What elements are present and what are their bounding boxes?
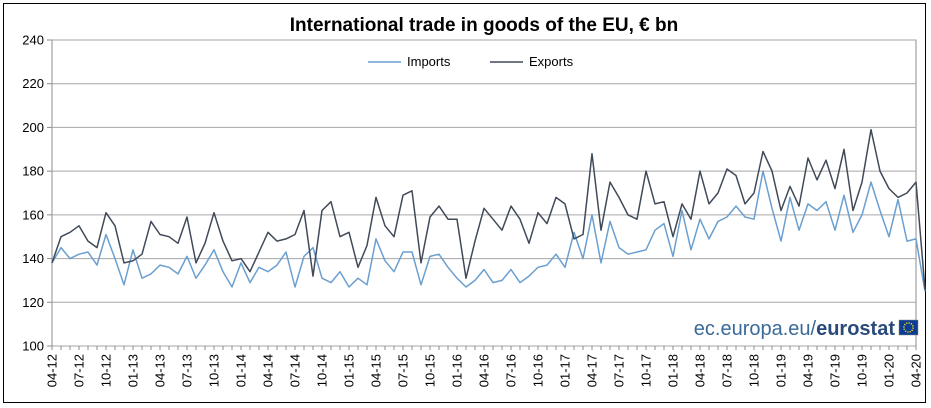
y-tick-label: 120 (22, 295, 44, 310)
y-tick-label: 180 (22, 164, 44, 179)
x-tick-label: 04-13 (153, 354, 168, 387)
x-tick-label: 04-20 (909, 354, 924, 387)
x-tick-label: 10-17 (639, 354, 654, 387)
legend-imports-label: Imports (407, 54, 451, 69)
x-tick-label: 04-14 (261, 354, 276, 387)
y-tick-label: 220 (22, 76, 44, 91)
x-tick-label: 01-20 (882, 354, 897, 387)
x-axis: 04-12 07-12 10-12 01-13 04-13 07-13 10-13 01-14… (45, 346, 924, 387)
plot-area (51, 39, 917, 347)
chart-frame (3, 3, 926, 403)
x-tick-label: 04-18 (693, 354, 708, 387)
y-tick-label: 160 (22, 207, 44, 222)
svg-text:ec.europa.eu/eurostat: ec.europa.eu/eurostat (694, 318, 896, 340)
x-tick-label: 10-19 (855, 354, 870, 387)
y-axis: 100 120 140 160 180 200 220 240 (22, 33, 52, 354)
source-url: ec.europa.eu/ (694, 318, 817, 340)
x-tick-label: 01-16 (450, 354, 465, 387)
y-tick-label: 100 (22, 339, 44, 354)
x-tick-label: 07-18 (720, 354, 735, 387)
y-tick-label: 140 (22, 251, 44, 266)
x-tick-label: 01-14 (234, 354, 249, 387)
legend-exports-label: Exports (529, 54, 574, 69)
x-tick-label: 01-17 (558, 354, 573, 387)
eu-flag-icon (898, 319, 919, 336)
series-line-exports (51, 128, 926, 290)
branding-background (670, 314, 898, 340)
x-tick-label: 01-18 (666, 354, 681, 387)
x-tick-label: 01-15 (342, 354, 357, 387)
x-tick-label: 07-14 (288, 354, 303, 387)
x-tick-label: 10-12 (99, 354, 114, 387)
series-line-imports (51, 170, 926, 292)
x-tick-label: 10-16 (531, 354, 546, 387)
x-tick-label: 07-13 (180, 354, 195, 387)
x-tick-label: 07-19 (828, 354, 843, 387)
eurostat-branding: ec.europa.eu/eurostat (670, 314, 919, 340)
x-tick-label: 07-15 (396, 354, 411, 387)
x-tick-label: 04-12 (45, 354, 60, 387)
x-tick-label: 10-13 (207, 354, 222, 387)
x-tick-label: 04-17 (585, 354, 600, 387)
chart-title: International trade in goods of the EU, … (290, 15, 678, 36)
x-tick-label: 01-13 (126, 354, 141, 387)
x-tick-label: 07-16 (504, 354, 519, 387)
x-tick-label: 10-18 (747, 354, 762, 387)
x-tick-label: 07-12 (72, 354, 87, 387)
x-tick-label: 04-15 (369, 354, 384, 387)
x-tick-label: 10-14 (315, 354, 330, 387)
x-tick-label: 04-19 (801, 354, 816, 387)
eurostat-wordmark: eurostat (816, 318, 895, 340)
legend: Imports Exports (368, 54, 574, 69)
x-tick-label: 10-15 (423, 354, 438, 387)
x-tick-label: 04-16 (477, 354, 492, 387)
series-layer (51, 128, 926, 292)
x-tick-label: 07-17 (612, 354, 627, 387)
x-tick-label: 01-19 (774, 354, 789, 387)
y-tick-label: 200 (22, 120, 44, 135)
y-tick-label: 240 (22, 33, 44, 48)
